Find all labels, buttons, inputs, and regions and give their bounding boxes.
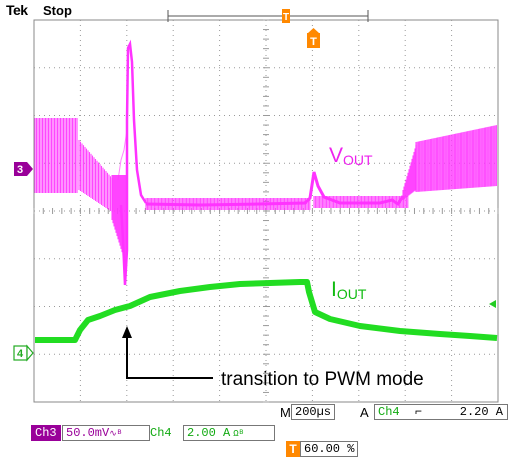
brand-label: Tek xyxy=(6,2,28,18)
horizontal-prefix: M xyxy=(280,405,291,420)
ch4-marker-label: 4 xyxy=(17,348,24,360)
vout-trace xyxy=(34,39,497,286)
ohm-bandwidth-icon: Ωᴮ xyxy=(233,429,245,439)
horizontal-scale-readout[interactable]: 200µs xyxy=(291,404,336,420)
annotation-text: transition to PWM mode xyxy=(221,369,424,390)
trigger-prefix: A xyxy=(360,405,369,420)
trigger-readout[interactable]: Ch4 ⌐ 2.20 A xyxy=(374,404,508,420)
ch3-name-badge[interactable]: Ch3 xyxy=(31,425,61,441)
ch4-scale-readout[interactable]: 2.00 A Ωᴮ xyxy=(183,425,275,441)
vout-label: VOUT xyxy=(329,144,373,168)
iout-label: IOUT xyxy=(331,278,367,302)
trigger-level: 2.20 A xyxy=(459,405,503,419)
iout-trace xyxy=(35,279,498,343)
trigger-level-marker[interactable] xyxy=(489,300,496,308)
ch4-name[interactable]: Ch4 xyxy=(150,426,172,440)
svg-text:T: T xyxy=(283,12,289,23)
ch4-scale: 2.00 A xyxy=(187,426,231,440)
ch3-scale: 50.0mV xyxy=(66,426,110,440)
ch3-marker[interactable]: 3 xyxy=(14,162,33,176)
annotation-arrow xyxy=(122,326,213,379)
trigger-marker-top[interactable]: T xyxy=(307,28,320,48)
ch3-marker-label: 3 xyxy=(17,164,23,176)
ch4-marker[interactable]: 4 xyxy=(13,344,34,362)
falling-edge-icon: ⌐ xyxy=(414,405,423,419)
ch3-scale-readout[interactable]: 50.0mV∿ᴮ xyxy=(62,425,150,441)
trigger-source: Ch4 xyxy=(378,405,400,419)
trigger-marker-label: T xyxy=(310,36,317,48)
ac-coupling-icon: ∿ᴮ xyxy=(109,429,123,439)
trigger-position-badge: T xyxy=(286,441,300,457)
acquisition-state[interactable]: Stop xyxy=(43,3,72,18)
trigger-position-readout[interactable]: 60.00 % xyxy=(300,441,359,457)
graticule-grid xyxy=(33,19,499,403)
trigger-position-icon[interactable]: T xyxy=(282,9,290,23)
record-view-bar[interactable] xyxy=(167,10,369,22)
